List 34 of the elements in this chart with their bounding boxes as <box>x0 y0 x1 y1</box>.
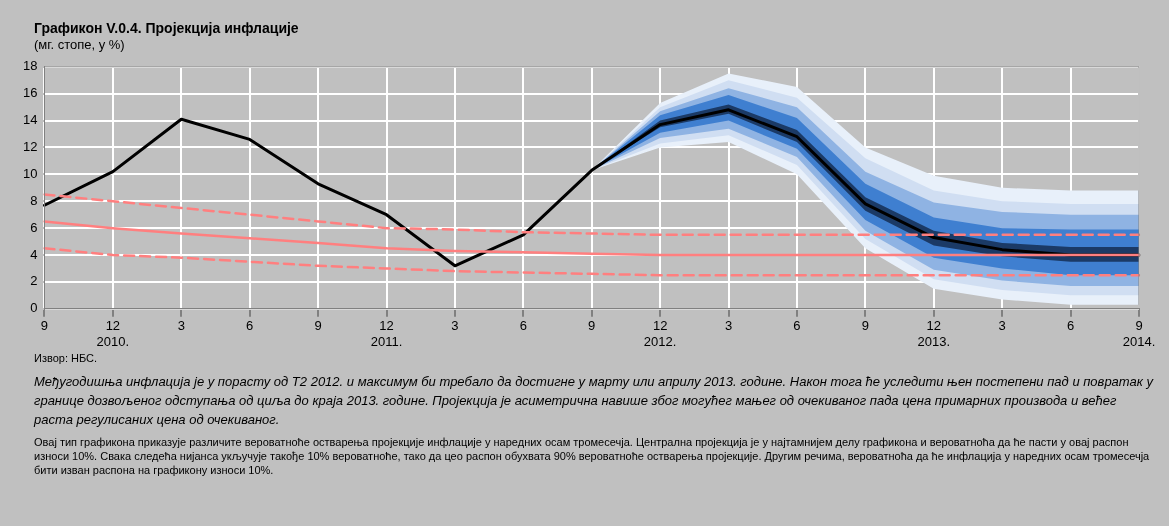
x-tick-label: 12 2011. <box>370 318 403 349</box>
line-series <box>43 247 1141 277</box>
y-tick-label: 0 <box>30 300 38 316</box>
x-tick-label: 12 2010. <box>96 318 130 349</box>
y-tick-label: 16 <box>22 85 38 101</box>
y-tick-label: 10 <box>22 165 38 181</box>
y-tick-label: 12 <box>22 139 38 155</box>
x-tick-label: 9 <box>861 318 869 334</box>
x-tick-label: 12 2013. <box>917 318 951 349</box>
text: Извор: НБС. <box>34 352 99 364</box>
y-tick-label: 6 <box>30 219 38 235</box>
x-tick-label: 9 2014. <box>1122 318 1156 349</box>
x-tick-label: 6 <box>793 318 801 334</box>
x-tick-label: 6 <box>519 318 527 334</box>
x-tick-label: 3 <box>998 318 1006 334</box>
text: Овај тип графикона приказује различите вероватноће остварења пројекције инфлације у наредних осам тромесечја. Централна пројекција је у најтамнијем делу графикона и вероватноћа да ће пасти у овај распон износи 10%. Свака следећа нијанса укључује такође 10% вероватноће, тако да цео распон обухвата 90% вероватноће остварења пројекције. Другим речима, вероватноћа да ће инфлација у наредних осам тромесечја бити изван распона на графикону износи 10%. <box>34 435 1151 477</box>
chart-title: Графикон V.0.4. Пројекција инфлације <box>34 20 299 36</box>
y-tick-label: 8 <box>30 192 38 208</box>
x-tick-label: 6 <box>246 318 254 334</box>
chart-subtitle: (мг. стопе, у %) <box>34 37 125 52</box>
x-tick-label: 6 <box>1066 318 1075 334</box>
x-tick-label: 9 <box>588 318 596 334</box>
x-tick-label: 12 2012. <box>643 318 677 349</box>
line-series <box>43 193 1141 237</box>
x-tick-label: 3 <box>451 318 459 334</box>
text: Међугодишња инфлација је у порасту од Т2 2012. и максимум би требало да достигне у марту или априлу 2013. године. Након тога ће уследити њен постепени пад и повратак у границе дозвољеног одступања од циља до краја 2013. године. Пројекција је асиметрична навише због могућег мањег од очекиваног пада цена примарних производа и већег раста регулисаних цена од очекиваног. <box>34 373 1154 429</box>
x-tick-label: 3 <box>177 318 185 334</box>
x-tick-label: 9 <box>314 318 322 334</box>
x-tick-label: 9 <box>40 318 49 334</box>
y-tick-label: 2 <box>30 273 38 289</box>
y-tick-label: 18 <box>22 58 38 74</box>
y-tick-label: 4 <box>30 246 38 262</box>
x-tick-label: 3 <box>724 318 733 334</box>
y-tick-label: 14 <box>22 112 38 128</box>
